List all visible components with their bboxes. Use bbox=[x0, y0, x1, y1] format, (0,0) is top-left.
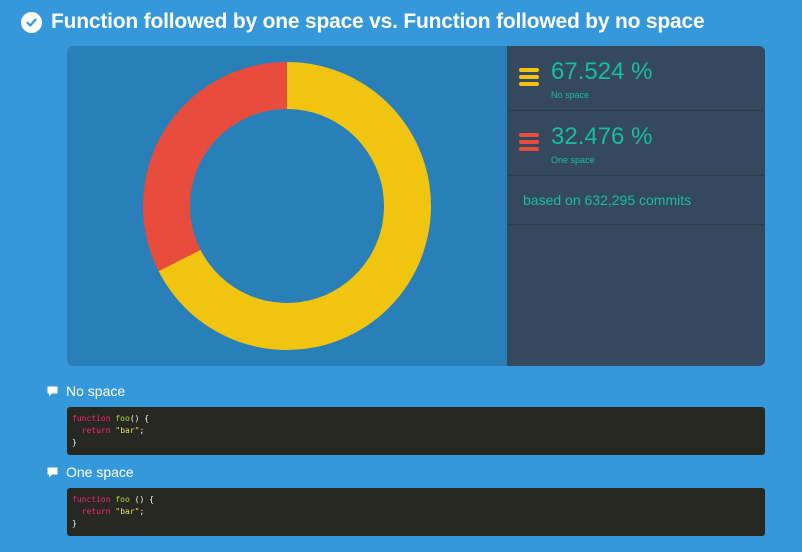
commits-count: based on 632,295 commits bbox=[507, 176, 765, 225]
example-heading-text: One space bbox=[66, 464, 134, 480]
stat-label: No space bbox=[551, 90, 590, 100]
code-function-name: foo bbox=[115, 495, 130, 504]
code-keyword: function bbox=[72, 495, 111, 504]
comment-icon bbox=[47, 386, 58, 396]
stat-label: One space bbox=[551, 155, 595, 165]
check-circle-icon bbox=[21, 11, 42, 33]
code-keyword: return bbox=[81, 507, 111, 516]
example-heading-no-space: No space bbox=[46, 382, 125, 400]
menu-lines-icon bbox=[519, 68, 539, 88]
code-close: } bbox=[72, 519, 77, 528]
code-string: "bar" bbox=[115, 507, 140, 516]
page-title: Function followed by one space vs. Funct… bbox=[51, 10, 705, 33]
title-row: Function followed by one space vs. Funct… bbox=[21, 8, 705, 36]
example-heading-one-space: One space bbox=[46, 463, 134, 481]
code-signature: () { bbox=[129, 414, 150, 423]
code-block-no-space: function foo() { return "bar"; } bbox=[67, 407, 765, 455]
code-keyword: return bbox=[81, 426, 111, 435]
code-punct: ; bbox=[139, 507, 145, 516]
stat-percent: 67.524 % bbox=[551, 58, 653, 85]
donut-chart-svg bbox=[143, 62, 432, 350]
stat-no-space: 67.524 % No space bbox=[507, 46, 765, 111]
result-card: 67.524 % No space 32.476 % One space bas… bbox=[67, 46, 765, 366]
code-close: } bbox=[72, 438, 77, 447]
code-signature: () { bbox=[129, 495, 154, 504]
comment-icon bbox=[47, 467, 58, 477]
code-string: "bar" bbox=[115, 426, 140, 435]
menu-lines-icon bbox=[519, 133, 539, 153]
example-heading-text: No space bbox=[66, 383, 126, 399]
stat-percent: 32.476 % bbox=[551, 123, 653, 150]
code-keyword: function bbox=[72, 414, 111, 423]
code-block-one-space: function foo () { return "bar"; } bbox=[67, 488, 765, 536]
code-function-name: foo bbox=[115, 414, 130, 423]
donut-chart bbox=[67, 46, 507, 366]
donut-slice-one-space bbox=[143, 62, 287, 272]
code-punct: ; bbox=[139, 426, 145, 435]
stats-panel: 67.524 % No space 32.476 % One space bas… bbox=[507, 46, 765, 366]
stat-one-space: 32.476 % One space bbox=[507, 111, 765, 176]
donut-slice-no-space bbox=[158, 62, 432, 350]
